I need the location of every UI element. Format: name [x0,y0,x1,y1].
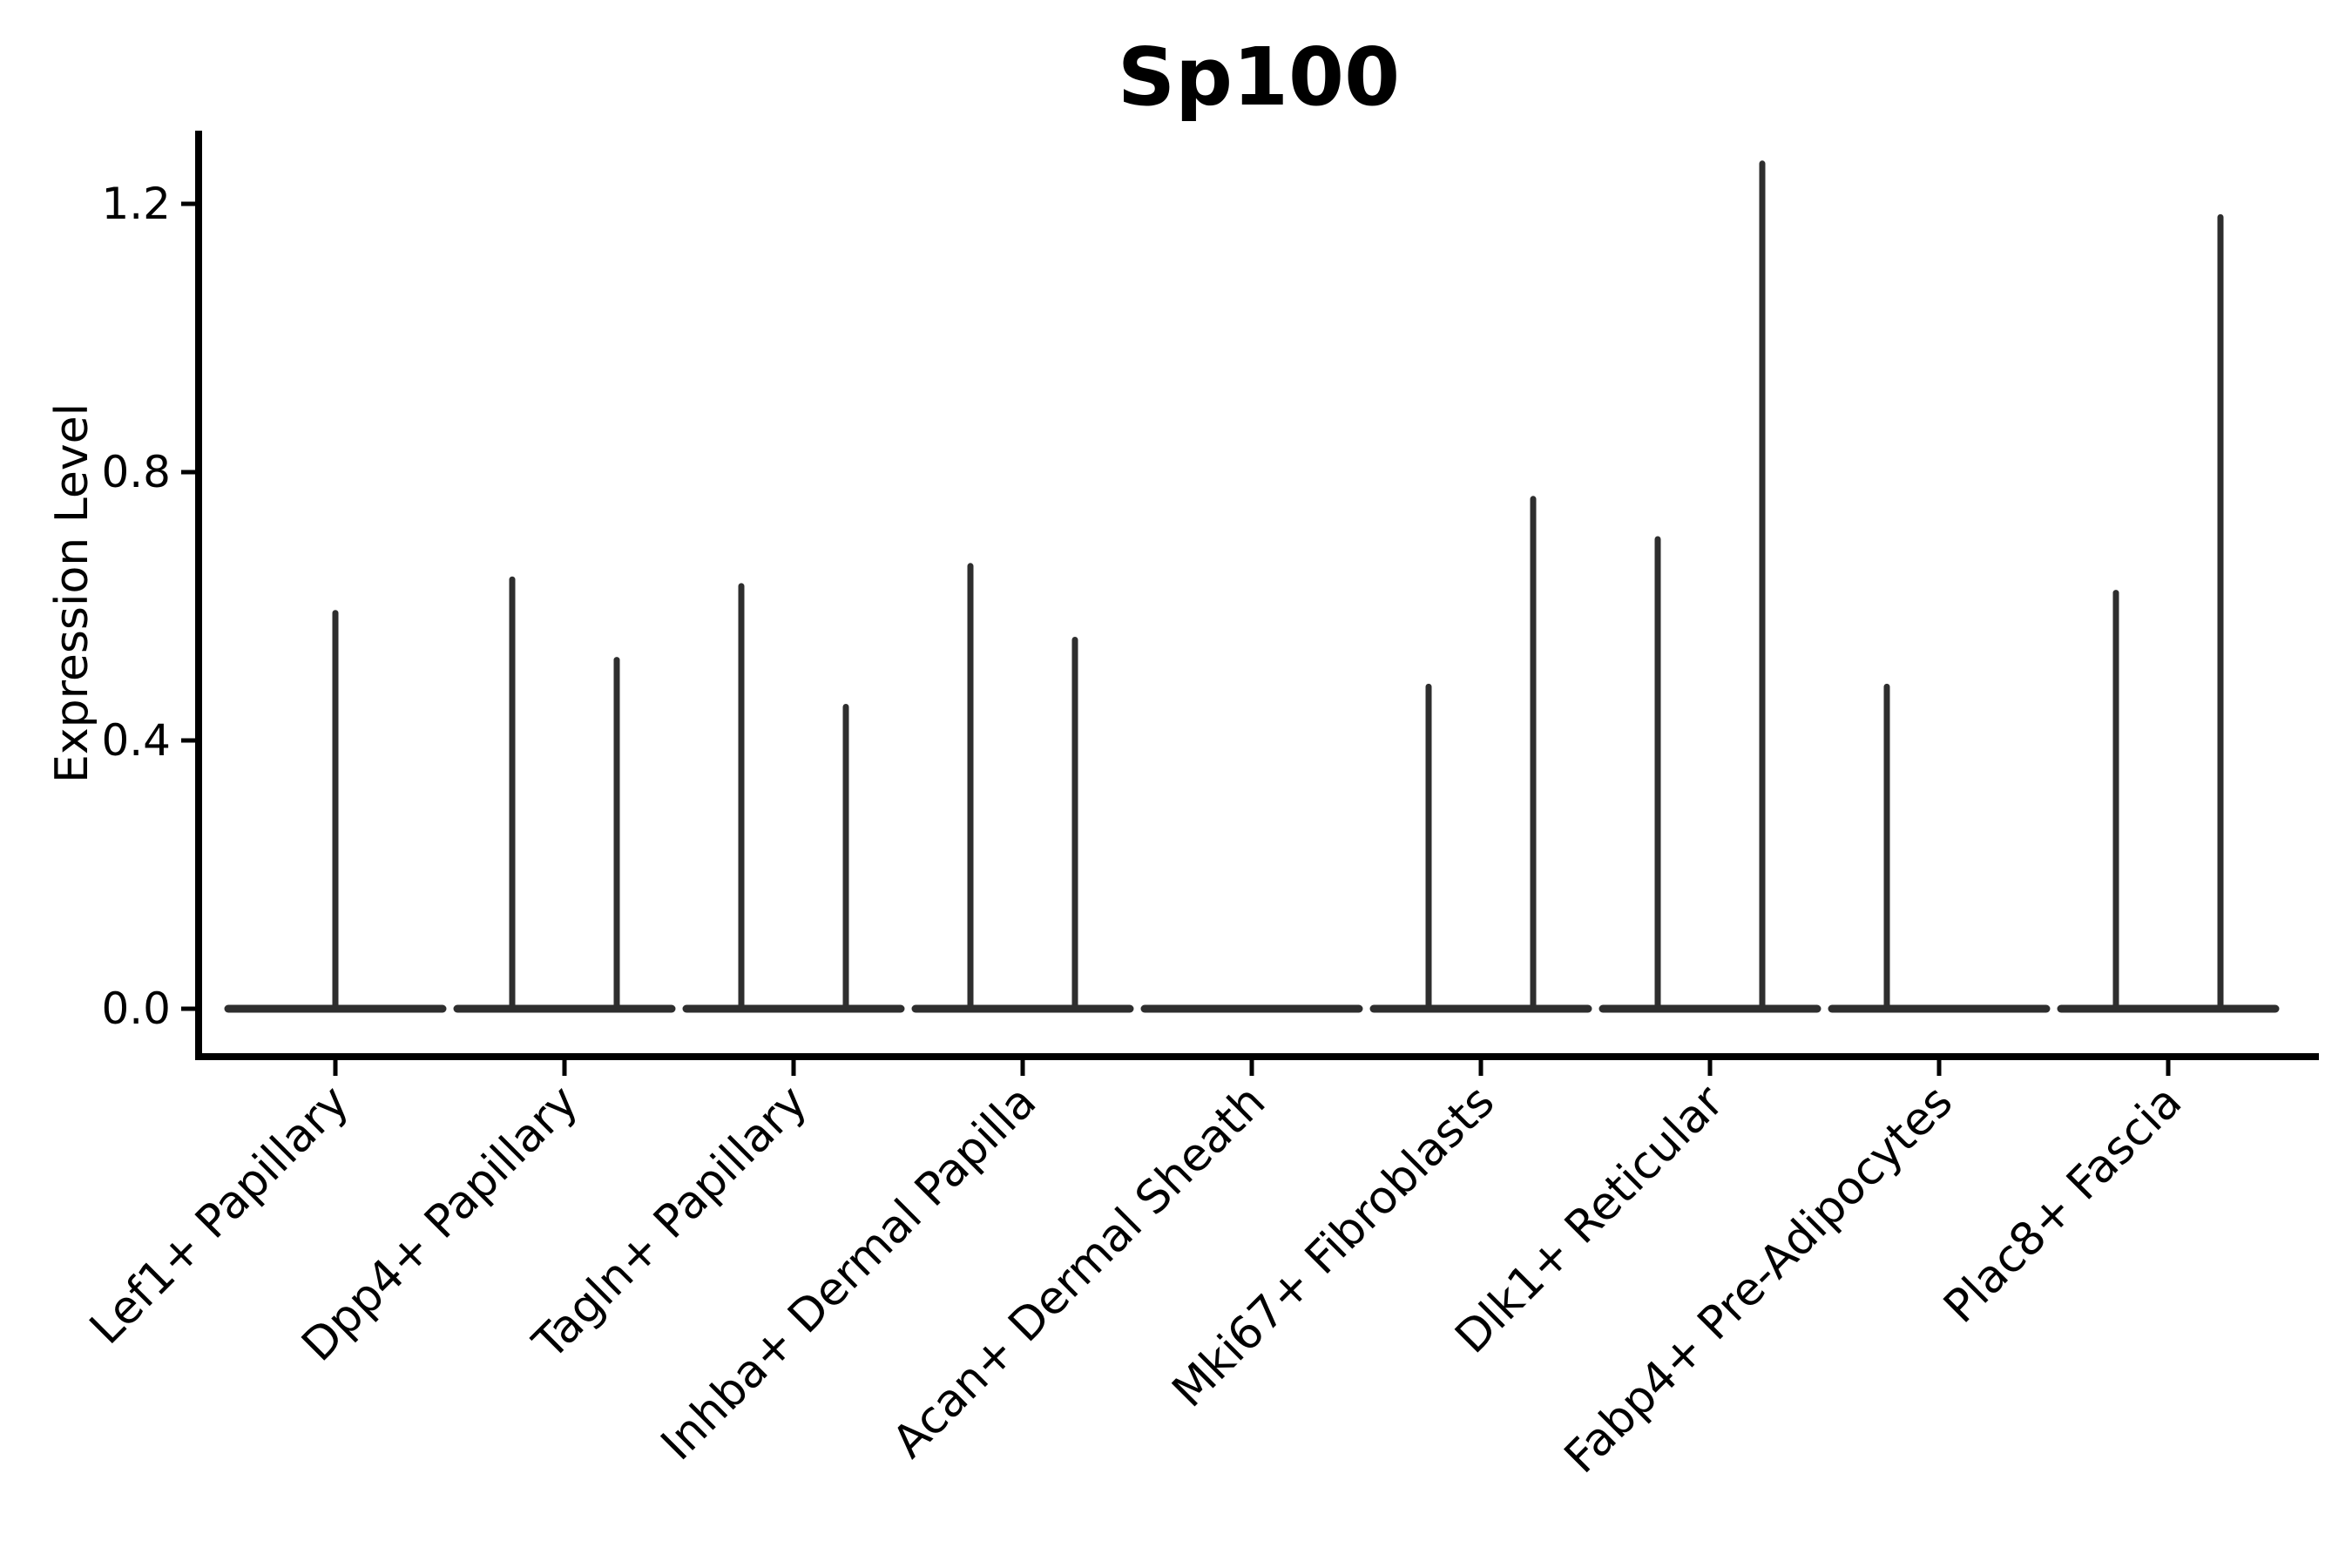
violins [224,160,2280,1013]
x-tick-label: Acan+ Dermal Sheath [883,1076,1276,1469]
y-tick-marks [181,201,199,1011]
axis-spines [195,131,2319,1060]
y-axis-label: Expression Level [46,403,98,783]
y-tick-label: 0.8 [101,447,171,497]
y-tick-label: 0.4 [101,715,171,766]
x-tick-labels: Lef1+ Papillary Dpp4+ Papillary Tagln+ P… [80,1075,2192,1484]
x-tick-label: Plac8+ Fascia [1934,1076,2192,1334]
x-tick-label: Fabp4+ Pre-Adipocytes [1555,1076,1963,1484]
y-tick-label: 1.2 [101,179,171,229]
y-tick-labels: 0.0 0.4 0.8 1.2 [101,179,171,1034]
x-tick-marks [333,1057,2171,1076]
chart-title: Sp100 [1118,30,1400,124]
x-tick-label: Inhba+ Dermal Papilla [652,1076,1046,1470]
y-tick-label: 0.0 [101,983,171,1034]
